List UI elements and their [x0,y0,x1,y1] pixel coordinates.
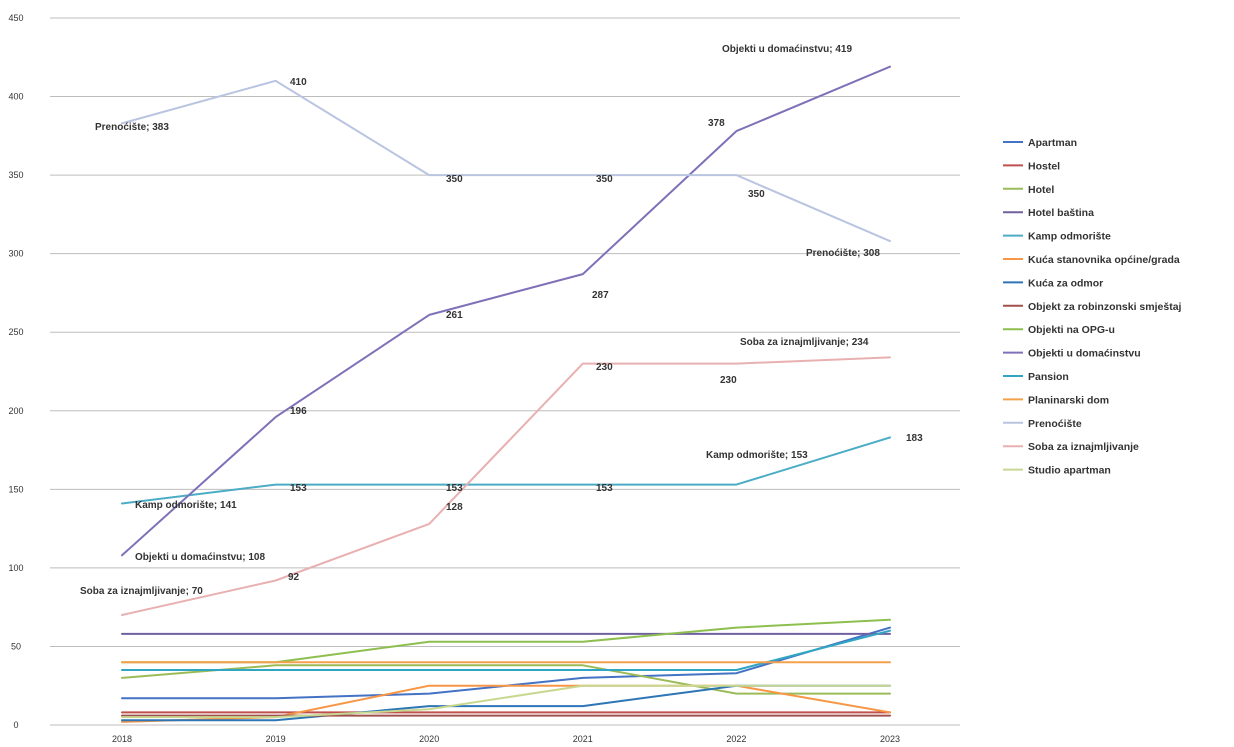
data-label: 153 [446,483,463,494]
series-line-objekti-na-opg-u [121,618,891,664]
y-tick-label: 50 [11,641,21,651]
data-label: 92 [288,572,300,583]
series-line-soba-za-iznajmljivanje [121,356,891,616]
legend-label-objekt-za-robinzonski-smje-taj: Objekt za robinzonski smještaj [1028,301,1182,313]
data-label: Prenoćište; 383 [95,122,169,133]
series-lines [121,65,891,723]
legend-label-kamp-odmori-te: Kamp odmorište [1028,231,1111,243]
data-label: Kamp odmorište; 153 [706,450,808,461]
x-tick-label: 2023 [880,734,900,744]
data-label: 196 [290,406,307,417]
data-label: 261 [446,310,463,321]
legend-label-planinarski-dom: Planinarski dom [1028,394,1109,406]
legend-label-soba-za-iznajmljivanje: Soba za iznajmljivanje [1028,441,1139,453]
x-tick-label: 2020 [419,734,439,744]
x-axis-ticks: 2018 2019 2020 2021 2022 2023 [112,734,900,744]
legend-label-objekti-na-opg-u: Objekti na OPG-u [1028,324,1115,336]
data-label: Kamp odmorište; 141 [135,500,237,511]
y-tick-label: 100 [8,563,23,573]
legend-label-ku-a-stanovnika-op-ine-grada: Kuća stanovnika općine/grada [1028,254,1180,266]
series-line-preno-i-te [121,79,891,243]
series-line-pansion [121,629,891,671]
data-label: 230 [596,362,613,373]
data-label: 378 [708,118,725,129]
series-line-kamp-odmori-te [121,436,891,505]
legend-label-preno-i-te: Prenoćište [1028,418,1082,430]
y-tick-label: 0 [13,720,18,730]
legend-label-apartman: Apartman [1028,137,1077,149]
data-label: 153 [290,483,307,494]
data-label: Soba za iznajmljivanje; 70 [80,586,203,597]
series-line-objekti-u-doma-instvu [121,65,891,557]
data-label: Soba za iznajmljivanje; 234 [740,337,869,348]
data-label: 287 [592,290,609,301]
y-tick-label: 250 [8,327,23,337]
legend-label-hotel: Hotel [1028,184,1054,196]
data-label: 350 [596,174,613,185]
legend-label-hostel: Hostel [1028,160,1060,172]
x-tick-label: 2018 [112,734,132,744]
y-tick-label: 450 [8,13,23,23]
y-tick-label: 300 [8,249,23,259]
data-label: 230 [720,375,737,386]
data-label: 153 [596,483,613,494]
legend-label-hotel-ba-tina: Hotel baština [1028,207,1094,219]
x-tick-label: 2019 [266,734,286,744]
y-axis-ticks: 0 50 100 150 200 250 300 350 400 450 [8,13,23,730]
data-label: 183 [906,433,923,444]
grid-layer [50,17,960,726]
legend-label-ku-a-za-odmor: Kuća za odmor [1028,277,1103,289]
data-label: Objekti u domaćinstvu; 108 [135,552,265,563]
data-label: Prenoćište; 308 [806,248,880,259]
series-line-studio-apartman [121,684,891,719]
y-tick-label: 150 [8,484,23,494]
data-label: 410 [290,77,307,88]
legend-label-objekti-u-doma-instvu: Objekti u domaćinstvu [1028,348,1141,360]
legend-label-studio-apartman: Studio apartman [1028,465,1111,477]
data-label: 350 [748,189,765,200]
y-tick-label: 350 [8,170,23,180]
x-tick-label: 2022 [726,734,746,744]
x-tick-label: 2021 [573,734,593,744]
data-label: Objekti u domaćinstvu; 419 [722,44,852,55]
data-label: 128 [446,502,463,513]
y-tick-label: 200 [8,406,23,416]
legend-label-pansion: Pansion [1028,371,1069,383]
data-label: 350 [446,174,463,185]
series-line-hotel [121,664,891,695]
y-tick-label: 400 [8,92,23,102]
legend: Apartman Hostel Hotel Hotel baština Kamp odm… [1003,137,1182,477]
data-labels: Objekti u domaćinstvu; 419 378 287 261 196 Ob… [80,44,923,597]
